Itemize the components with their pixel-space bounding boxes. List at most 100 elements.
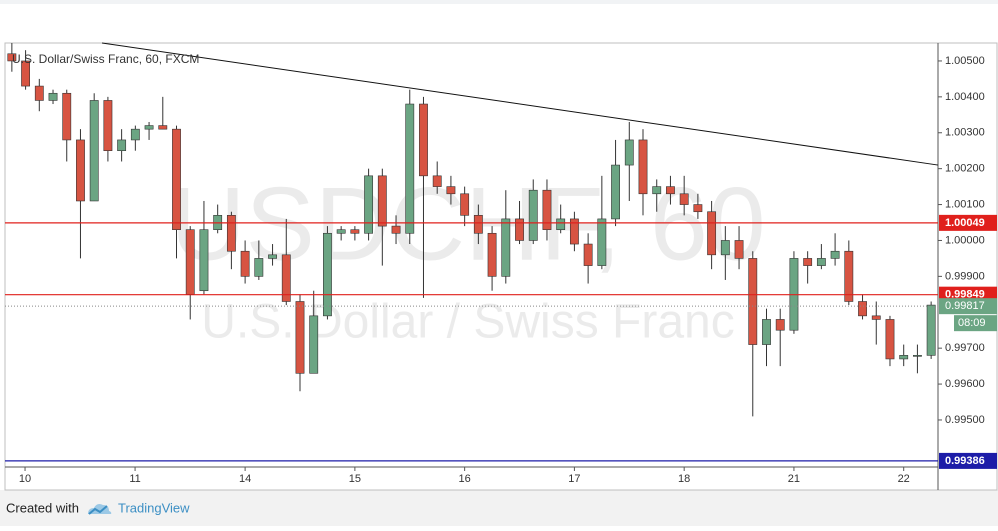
y-tick-label: 1.00100 [945, 198, 985, 210]
candle-body [569, 218, 579, 245]
candle-body [76, 139, 85, 202]
candle-body [720, 240, 730, 256]
top-strip [0, 0, 998, 4]
footer-brand[interactable]: TradingView [118, 500, 190, 515]
watermark-description: U.S. Dollar / Swiss Franc [201, 296, 734, 349]
candle-body [611, 164, 620, 220]
x-tick-label: 18 [678, 473, 690, 485]
candle-body [460, 193, 470, 216]
candle-body [858, 301, 867, 317]
tradingview-logo[interactable]: TradingView [88, 500, 190, 515]
x-tick-label: 10 [19, 473, 31, 485]
candle-body [583, 243, 593, 266]
y-tick-label: 0.99900 [945, 270, 985, 282]
y-tick-label: 1.00200 [945, 163, 985, 175]
price-label-bg [939, 214, 997, 231]
x-tick-label: 15 [349, 473, 361, 485]
candle-body [638, 139, 648, 195]
watermark-symbol: USDCHF, 60 [170, 166, 765, 282]
price-label: 0.99386 [945, 455, 985, 467]
candle-body [34, 85, 44, 101]
candle-body [816, 258, 826, 266]
candle-body [734, 240, 744, 259]
candle-body [309, 315, 319, 374]
candle-body [844, 250, 854, 302]
price-label: 0.99849 [945, 289, 985, 301]
x-tick-label: 17 [568, 473, 580, 485]
candle-body [748, 258, 758, 345]
candle-body [775, 319, 785, 331]
candle-body [226, 215, 236, 252]
candle-body [913, 355, 922, 357]
candle-body [926, 304, 936, 356]
y-tick-label: 1.00300 [945, 127, 985, 139]
countdown-bg [954, 315, 997, 332]
candle-body [666, 186, 675, 195]
candle-body [871, 315, 881, 320]
candle-body [117, 139, 127, 152]
last-price-label: 0.99817 [945, 300, 985, 312]
candle-body [446, 186, 456, 195]
candle-body [803, 258, 813, 266]
price-label-bg [939, 452, 997, 469]
x-tick-label: 21 [788, 473, 800, 485]
candle-body [899, 355, 909, 360]
candle-body [199, 229, 209, 292]
candle-body [350, 229, 360, 234]
candle-body [295, 301, 305, 374]
watermark: USDCHF, 60 U.S. Dollar / Swiss Franc [170, 166, 765, 348]
candle-body [652, 186, 662, 195]
chart-frame [4, 42, 998, 491]
x-tick-label: 16 [459, 473, 471, 485]
candle-body [254, 258, 264, 277]
candle-body [528, 189, 538, 241]
candle-body [103, 100, 113, 152]
plot-area [5, 42, 939, 462]
candle-body [432, 175, 442, 187]
candle-body [542, 189, 552, 230]
candle-body [556, 218, 566, 230]
trendline [101, 42, 939, 166]
price-label: 1.00049 [945, 217, 985, 229]
logo-line [88, 505, 108, 515]
x-tick-label: 11 [129, 473, 140, 485]
candle-body [21, 60, 30, 87]
candle-body [377, 175, 387, 227]
candle-body [281, 254, 291, 302]
candle-body [885, 319, 895, 360]
candle-body [419, 103, 428, 177]
candle-body [240, 250, 250, 277]
candle-body [391, 225, 401, 234]
footer-text: Created with [6, 500, 79, 515]
y-tick-label: 1.00400 [945, 91, 985, 103]
candle-body [130, 128, 140, 141]
countdown-label: 08:09 [958, 317, 986, 329]
candle-body [487, 232, 497, 277]
chart-legend-title: U.S. Dollar/Swiss Franc, 60, FXCM [12, 52, 199, 66]
candle-body [89, 100, 99, 202]
candle-body [62, 92, 72, 141]
candle-body [501, 218, 511, 277]
candle-body [172, 128, 181, 230]
y-tick-label: 0.99500 [945, 414, 985, 426]
candle-body [707, 211, 717, 256]
candle-body [624, 139, 634, 166]
y-tick-label: 1.00500 [945, 55, 985, 67]
y-tick-label: 1.00000 [945, 234, 985, 246]
candle-body [7, 53, 17, 62]
y-tick-label: 0.99700 [945, 342, 985, 354]
candle-body [185, 229, 195, 295]
candle-body [364, 175, 374, 234]
candle-body [597, 218, 607, 266]
candle-body [473, 215, 483, 234]
y-tick-label: 0.99600 [945, 378, 985, 390]
candle-body [268, 254, 277, 259]
x-tick-label: 22 [898, 473, 910, 485]
footer-bar [0, 490, 998, 526]
last-price-bg [939, 298, 997, 315]
candle-body [158, 125, 168, 130]
candle-body [693, 204, 703, 213]
x-tick-label: 14 [239, 473, 251, 485]
candle-body [515, 218, 524, 241]
